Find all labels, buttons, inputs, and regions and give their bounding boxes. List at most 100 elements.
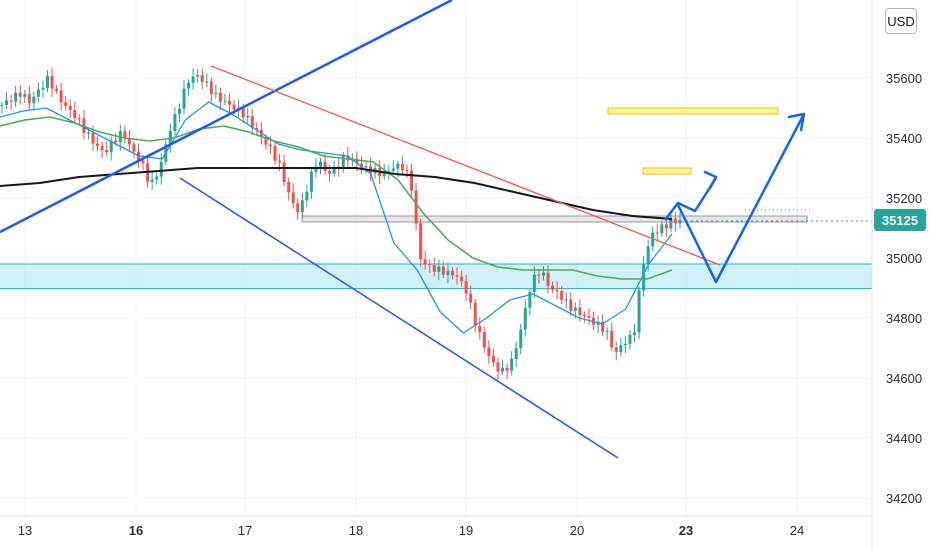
candle-body — [323, 161, 327, 172]
candle-body — [314, 166, 318, 172]
currency-button[interactable]: USD — [885, 8, 917, 34]
candle-body — [291, 192, 295, 204]
candle-body — [36, 89, 40, 97]
last-price-marker: 35125 — [874, 209, 926, 231]
candle-body — [541, 272, 545, 276]
candle-body — [159, 161, 163, 177]
price-tick-label: 35600 — [886, 71, 922, 86]
candle-body — [632, 332, 636, 335]
candle-body — [173, 114, 177, 132]
candle-body — [646, 246, 650, 264]
time-axis[interactable]: 13 16 17 18 19 20 23 24 — [18, 523, 804, 538]
time-tick-label: 17 — [238, 523, 252, 538]
price-axis[interactable]: 35600 35400 35200 35000 34800 34600 34400 34200 — [886, 71, 922, 506]
candle-body — [196, 75, 200, 77]
candle-body — [64, 102, 68, 106]
candle-body — [218, 92, 222, 102]
price-tick-label: 35200 — [886, 191, 922, 206]
projection-long-arrowhead — [787, 112, 806, 132]
candle-body — [9, 100, 13, 102]
candle-body — [309, 171, 313, 192]
candle-body — [496, 362, 500, 372]
candle-body — [155, 176, 159, 180]
candle-body — [150, 179, 154, 182]
ma-mid-line — [0, 116, 673, 280]
candle-body — [73, 109, 77, 119]
candle-body — [23, 94, 27, 97]
candle-body — [678, 219, 682, 224]
candle-body — [601, 321, 605, 332]
downtrend-line — [210, 65, 721, 266]
candle-body — [191, 76, 195, 83]
candle-body — [469, 293, 473, 303]
candle-body — [400, 163, 404, 171]
candle-body — [86, 132, 90, 134]
last-price-badge — [874, 209, 926, 231]
candle-body — [0, 105, 4, 106]
candle-body — [305, 191, 309, 201]
candle-body — [450, 270, 454, 276]
candle-body — [332, 166, 336, 174]
candle-body — [560, 291, 564, 300]
candle-body — [114, 140, 118, 143]
candle-body — [18, 92, 22, 97]
candle-body — [573, 307, 577, 311]
candle-body — [528, 291, 532, 308]
candle-body — [487, 347, 491, 357]
time-tick-label: 20 — [570, 523, 584, 538]
candle-body — [491, 356, 495, 363]
candle-body — [628, 334, 632, 344]
candle-body — [77, 118, 81, 120]
candle-body — [214, 92, 218, 95]
candle-body — [232, 104, 236, 110]
candle-body — [141, 160, 145, 164]
candle-body — [396, 163, 400, 169]
price-tick-label: 34200 — [886, 491, 922, 506]
candle-body — [428, 263, 432, 265]
candle-body — [359, 163, 363, 168]
candle-body — [127, 138, 131, 145]
candle-body — [264, 136, 268, 145]
candle-body — [660, 224, 664, 234]
candle-body — [282, 162, 286, 183]
candle-body — [355, 158, 359, 164]
candle-body — [510, 358, 514, 371]
candle-body — [551, 285, 555, 290]
candle-body — [205, 81, 209, 83]
time-tick-label: 18 — [349, 523, 363, 538]
candle-body — [501, 367, 505, 372]
candle-body — [346, 155, 350, 161]
candle-body — [187, 82, 191, 89]
candle-body — [605, 330, 609, 332]
candle-body — [623, 343, 627, 346]
grid — [0, 0, 872, 516]
candle-body — [246, 116, 250, 118]
candle-body — [432, 264, 436, 272]
price-tick-label: 34400 — [886, 431, 922, 446]
candle-body — [664, 224, 668, 229]
candle-body — [455, 275, 459, 277]
candle-body — [673, 218, 677, 224]
time-tick-label: 19 — [459, 523, 473, 538]
price-tick-label: 34800 — [886, 311, 922, 326]
candle-body — [642, 263, 646, 291]
candle-body — [300, 200, 304, 213]
candle-body — [555, 289, 559, 292]
candle-body — [319, 161, 323, 167]
candle-body — [209, 81, 213, 95]
candle-body — [273, 146, 277, 161]
candle-body — [410, 170, 414, 191]
candle-body — [414, 190, 418, 224]
candle-body — [32, 96, 36, 104]
candle-body — [364, 166, 368, 168]
candle-body — [523, 307, 527, 330]
candle-body — [241, 107, 245, 118]
last-price-label: 35125 — [882, 213, 918, 228]
candle-body — [268, 144, 272, 147]
time-tick-label: 13 — [18, 523, 32, 538]
candle-body — [296, 203, 300, 213]
candle-body — [328, 171, 332, 174]
candle-body — [473, 302, 477, 326]
candle-body — [423, 259, 427, 264]
